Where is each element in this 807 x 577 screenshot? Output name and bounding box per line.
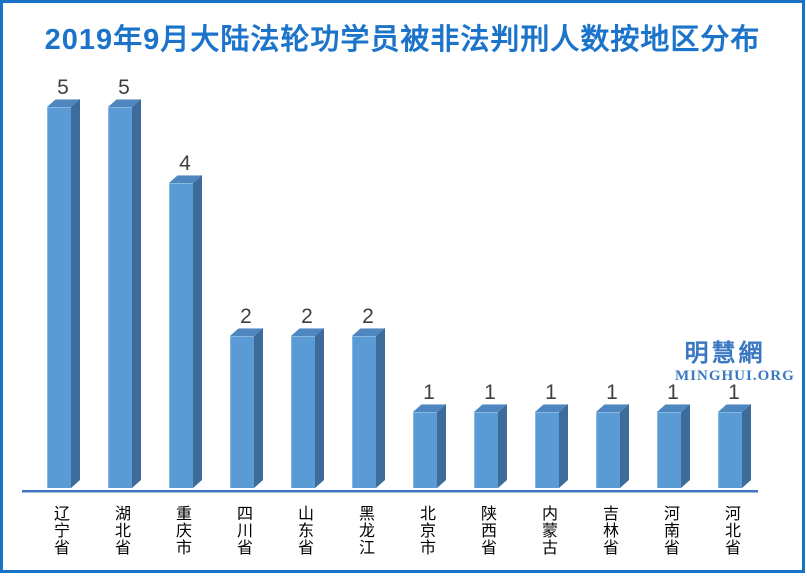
bar-side-face (437, 404, 446, 488)
category-label: 山东省 (295, 505, 312, 556)
chart-title: 2019年9月大陆法轮功学员被非法判刑人数按地区分布 (44, 24, 761, 56)
bar-front-face (596, 412, 620, 488)
category-label: 吉林省 (600, 505, 617, 556)
category-label: 陕西省 (478, 505, 495, 556)
bar-value-label: 1 (728, 381, 740, 404)
category-label: 重庆市 (173, 505, 190, 556)
bar-front-face (352, 336, 376, 488)
bar-side-face (681, 404, 690, 488)
bar-top-face (535, 404, 568, 412)
plot-area: 5 5 4 2 2 2 1 1 1 1 1 1 辽宁省 湖北省 重庆市 四川省 山东省 黑龙江 北京市 陕西省 内蒙古… (3, 3, 802, 570)
bar-top-face (413, 404, 446, 412)
bar-front-face (108, 107, 132, 488)
bar-top-face (47, 99, 80, 107)
bar-top-face (474, 404, 507, 412)
bar-value-label: 1 (423, 381, 435, 404)
category-label: 内蒙古 (539, 505, 556, 556)
category-label: 河北省 (722, 505, 739, 556)
bar-side-face (376, 328, 385, 488)
bar-front-face (535, 412, 559, 488)
bar-top-face (718, 404, 751, 412)
bar-side-face (71, 99, 80, 488)
bar-side-face (620, 404, 629, 488)
bar-front-face (230, 336, 254, 488)
bar-side-face (742, 404, 751, 488)
bar-top-face (596, 404, 629, 412)
bar-top-face (657, 404, 690, 412)
bar-side-face (559, 404, 568, 488)
bar-front-face (169, 183, 193, 488)
watermark-cjk-text: 明慧網 (684, 340, 766, 367)
bar-front-face (413, 412, 437, 488)
category-label: 河南省 (661, 505, 678, 556)
category-label: 北京市 (417, 505, 434, 556)
bar-front-face (47, 107, 71, 488)
bar-front-face (657, 412, 681, 488)
bar-value-label: 4 (179, 152, 191, 175)
bar-side-face (315, 328, 324, 488)
bar-value-label: 1 (484, 381, 496, 404)
bar-value-label: 2 (240, 305, 252, 328)
bar-front-face (291, 336, 315, 488)
bar-value-label: 1 (545, 381, 557, 404)
bar-value-label: 1 (606, 381, 618, 404)
bar-front-face (718, 412, 742, 488)
bar-value-label: 5 (118, 76, 130, 99)
category-label: 辽宁省 (51, 505, 68, 556)
bar-side-face (132, 99, 141, 488)
bar-top-face (169, 175, 202, 183)
bar-side-face (254, 328, 263, 488)
bar-top-face (230, 328, 263, 336)
category-label: 黑龙江 (356, 505, 373, 556)
bar-front-face (474, 412, 498, 488)
bar-value-label: 2 (301, 305, 313, 328)
x-axis-line (22, 490, 758, 493)
bar-top-face (352, 328, 385, 336)
category-label: 湖北省 (112, 505, 129, 556)
bar-value-label: 1 (667, 381, 679, 404)
minghui-watermark: 明慧網 MINGHUI.ORG (675, 340, 795, 384)
bar-top-face (291, 328, 324, 336)
bar-side-face (498, 404, 507, 488)
bar-value-label: 2 (362, 305, 374, 328)
watermark-latin-text: MINGHUI.ORG (675, 368, 795, 384)
category-label: 四川省 (234, 505, 251, 556)
bar-side-face (193, 175, 202, 488)
bar-value-label: 5 (57, 76, 69, 99)
bar-top-face (108, 99, 141, 107)
